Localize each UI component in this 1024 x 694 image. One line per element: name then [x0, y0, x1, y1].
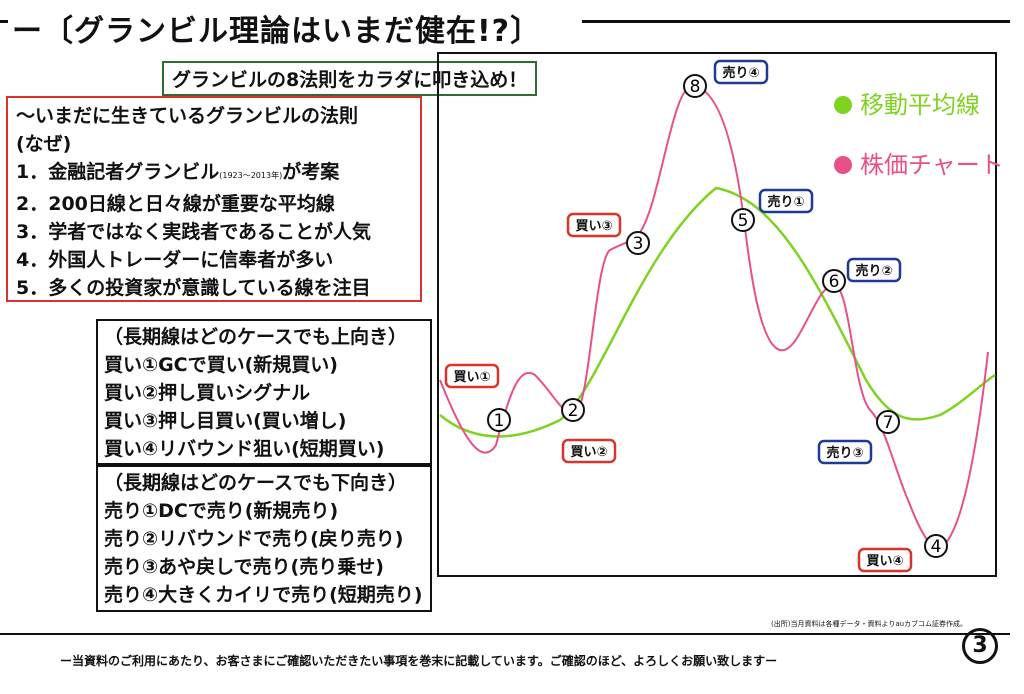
- sell-signal-tag: 売り②: [855, 263, 892, 279]
- buy-signal-tag-box: [857, 547, 913, 573]
- signal-number: 3: [633, 234, 644, 254]
- buy-rule-item: 買い②押し買いシグナル: [104, 382, 311, 404]
- sell-signal-tag: 売り①: [767, 194, 804, 210]
- legend-ma-swatch: [834, 96, 852, 114]
- legend-ma-label: 移動平均線: [860, 91, 980, 119]
- signal-number: 6: [829, 272, 840, 292]
- reason-text-end: が考案: [282, 161, 340, 183]
- signal-number: 5: [738, 211, 749, 231]
- sell-rules-heading: （長期線はどのケースでも下向き）: [104, 472, 408, 494]
- signal-number-circle: [876, 410, 900, 434]
- reason-text: 1．金融記者グランビル: [16, 161, 220, 183]
- sell-rules-box: （長期線はどのケースでも下向き） 売り①DCで売り(新規売り) 売り②リバウンド…: [96, 465, 432, 612]
- sell-rule-item: 売り①DCで売り(新規売り): [104, 500, 339, 522]
- signal-number-circle: [487, 408, 511, 432]
- buy-signal-tag: 買い②: [570, 445, 607, 460]
- signal-markers: 1 買い① 2 買い② 3 買い③ 4 買い④ 5 売り① 6 売り② 7 売り③ 8 売り④: [444, 59, 948, 573]
- signal-number: 7: [883, 413, 894, 433]
- footer-notice: ー当資料のご利用にあたり、お客さまにご確認いただきたい事項を巻末に記載しています…: [60, 654, 778, 668]
- reasons-box: 〜いまだに生きているグランビルの法則 (なぜ) 1．金融記者グランビル(1923…: [6, 96, 422, 302]
- buy-signal-tag: 買い①: [453, 370, 490, 385]
- buy-signal-tag-box: [561, 438, 617, 464]
- buy-rule-item: 買い③押し目買い(買い増し): [104, 410, 347, 432]
- sell-rule-item: 売り④大きくカイリで売り(短期売り): [104, 584, 423, 606]
- title-rule-right: [582, 20, 1010, 23]
- signal-number-circle: [683, 74, 707, 98]
- source-note: (出所)当月資料は各種データ・資料よりauカブコム証券作成。: [771, 620, 968, 628]
- reason-item: 5．多くの投資家が意識している線を注目: [16, 277, 371, 299]
- buy-rules-heading: （長期線はどのケースでも上向き）: [104, 326, 408, 348]
- legend-price-label: 株価チャート: [860, 151, 1004, 179]
- sell-signal-tag-box: [817, 439, 873, 465]
- signal-number-circle: [731, 208, 755, 232]
- signal-number: 2: [568, 401, 579, 421]
- sell-signal-tag-box: [846, 257, 902, 283]
- page-title: ー〔グランビル理論はいまだ健在!?〕: [12, 14, 542, 49]
- sell-rule-item: 売り③あや戻しで売り(売り乗せ): [104, 556, 384, 578]
- signal-number: 8: [690, 77, 701, 97]
- footer-rule: [0, 633, 1010, 635]
- sell-signal-tag-box: [713, 59, 769, 85]
- signal-number: 1: [494, 411, 505, 431]
- granville-diagram-frame: [437, 52, 997, 577]
- reason-item: 3．学者ではなく実践者であることが人気: [16, 221, 372, 243]
- sell-signal-tag-box: [758, 188, 814, 214]
- legend-price-swatch: [834, 156, 852, 174]
- buy-signal-tag: 買い③: [575, 219, 612, 234]
- signal-number: 4: [931, 537, 942, 557]
- title-rule-left: [0, 20, 8, 23]
- buy-rule-item: 買い①GCで買い(新規買い): [104, 354, 338, 376]
- signal-number-circle: [626, 231, 650, 255]
- buy-signal-tag: 買い④: [866, 554, 903, 569]
- reason-years: (1923〜2013年): [219, 171, 283, 180]
- signal-number-circle: [924, 534, 948, 558]
- moving-average-line: [439, 186, 996, 438]
- reason-item: 1．金融記者グランビル(1923〜2013年)が考案: [16, 158, 412, 190]
- buy-signal-tag-box: [566, 212, 622, 238]
- signal-number-circle: [561, 398, 585, 422]
- buy-rules-box: （長期線はどのケースでも上向き） 買い①GCで買い(新規買い) 買い②押し買いシ…: [96, 319, 432, 465]
- reason-item: 4．外国人トレーダーに信奉者が多い: [16, 249, 334, 271]
- buy-rule-item: 買い④リバウンド狙い(短期買い): [104, 438, 385, 460]
- buy-signal-tag-box: [444, 363, 500, 389]
- signal-number-circle: [822, 269, 846, 293]
- sell-signal-tag: 売り③: [826, 445, 863, 461]
- sell-rule-item: 売り②リバウンドで売り(戻り売り): [104, 528, 404, 550]
- reasons-why: (なぜ): [16, 133, 72, 155]
- sell-signal-tag: 売り④: [722, 65, 759, 81]
- reasons-heading: 〜いまだに生きているグランビルの法則: [16, 105, 359, 127]
- stock-price-line: [439, 84, 989, 548]
- reason-item: 2．200日線と日々線が重要な平均線: [16, 193, 335, 215]
- page-number: 3: [962, 628, 998, 664]
